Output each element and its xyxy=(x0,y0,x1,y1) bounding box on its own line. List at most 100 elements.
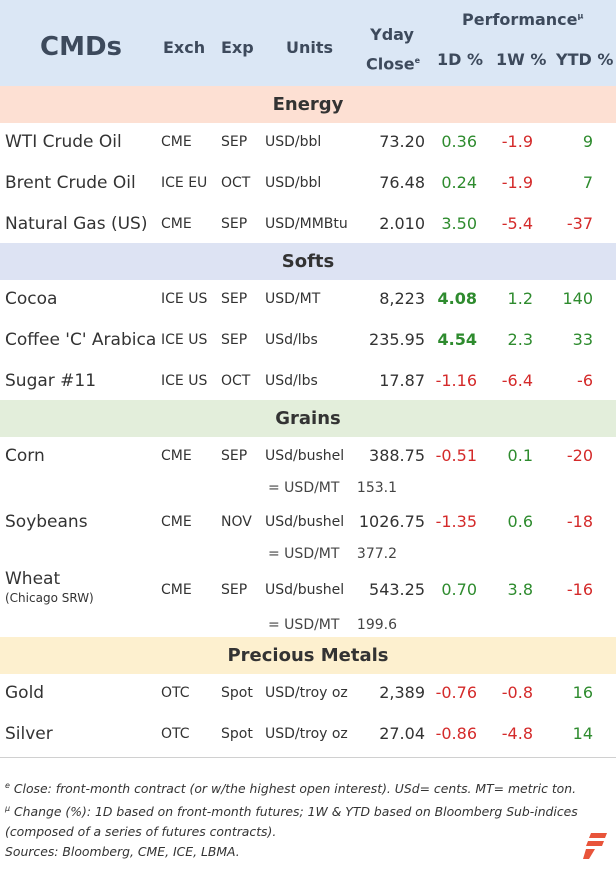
header-exch: Exch xyxy=(163,38,206,57)
row-name: Brent Crude Oil xyxy=(5,173,136,193)
row-exp: NOV xyxy=(221,514,252,530)
row-exp: Spot xyxy=(221,726,253,742)
row-1d: -0.86 xyxy=(435,724,477,743)
row-units: USD/troy oz xyxy=(265,685,348,701)
table-row-coffee: Coffee 'C' Arabica ICE US SEP USd/lbs 23… xyxy=(0,320,616,360)
row-units: USD/MMBtu xyxy=(265,216,348,232)
row-1w: -0.8 xyxy=(501,683,533,702)
row-1d: 0.36 xyxy=(441,132,477,151)
table-row-sugar: Sugar #11 ICE US OCT USd/lbs 17.87 -1.16… xyxy=(0,361,616,401)
section-energy: Energy xyxy=(0,86,616,123)
row-ytd: -16 xyxy=(566,580,593,599)
row-name: Corn xyxy=(5,446,45,466)
row-exch: OTC xyxy=(161,685,190,701)
row-1d: -0.76 xyxy=(435,683,477,702)
row-name-wheat: Wheat (Chicago SRW) xyxy=(5,570,94,607)
conversion-label: = USD/MT xyxy=(268,546,340,562)
row-exch: ICE US xyxy=(161,373,208,389)
row-name-sub: (Chicago SRW) xyxy=(5,591,94,605)
row-1w: 3.8 xyxy=(507,580,533,599)
header-ytd: YTD % xyxy=(556,50,614,69)
header-yday-line1: Yday xyxy=(370,25,414,44)
row-1w: -5.4 xyxy=(501,214,533,233)
conversion-row-corn: = USD/MT 153.1 xyxy=(0,474,616,502)
row-yday: 1026.75 xyxy=(358,512,425,531)
header-yday-mark: e xyxy=(414,56,421,65)
row-1w: -1.9 xyxy=(501,173,533,192)
footnote-close: e Close: front-month contract (or w/the … xyxy=(5,776,605,799)
footnote-close-text: Close: front-month contract (or w/the hi… xyxy=(9,781,577,797)
row-1d: -1.16 xyxy=(435,371,477,390)
row-exch: ICE EU xyxy=(161,175,208,191)
conversion-value: 199.6 xyxy=(356,617,397,633)
section-precious-metals: Precious Metals xyxy=(0,637,616,674)
table-row-silver: Silver OTC Spot USD/troy oz 27.04 -0.86 … xyxy=(0,714,616,754)
row-1w: -4.8 xyxy=(501,724,533,743)
row-exp: SEP xyxy=(221,216,248,232)
header-exp: Exp xyxy=(221,38,254,57)
row-exp: SEP xyxy=(221,332,248,348)
row-name: Cocoa xyxy=(5,289,58,309)
row-exch: CME xyxy=(161,134,192,150)
row-yday: 2.010 xyxy=(379,214,425,233)
table-row-brent: Brent Crude Oil ICE EU OCT USD/bbl 76.48… xyxy=(0,163,616,203)
row-name: Gold xyxy=(5,683,45,703)
row-ytd: 140 xyxy=(562,289,593,308)
header-units: Units xyxy=(286,38,334,57)
footer-divider xyxy=(0,757,616,758)
row-ytd: -37 xyxy=(566,214,593,233)
header-performance-mark: µ xyxy=(577,11,584,21)
footnote-change-mark: µ xyxy=(5,804,11,814)
row-1d: -0.51 xyxy=(435,446,477,465)
footnote-close-mark: e xyxy=(5,781,10,790)
row-exch: ICE US xyxy=(161,291,208,307)
row-units: USD/MT xyxy=(265,291,321,307)
header-1d: 1D % xyxy=(437,50,484,69)
row-yday: 388.75 xyxy=(369,446,425,465)
footnote-sources: Sources: Bloomberg, CME, ICE, LBMA. xyxy=(5,844,240,860)
header-1w: 1W % xyxy=(496,50,547,69)
header-yday-line2: Close xyxy=(366,54,415,74)
row-exch: CME xyxy=(161,448,192,464)
row-units: USd/bushel xyxy=(265,582,345,598)
row-units: USd/bushel xyxy=(265,448,345,464)
row-exp: OCT xyxy=(221,373,251,389)
row-1d: 0.70 xyxy=(441,580,477,599)
row-ytd: 16 xyxy=(572,683,593,702)
row-ytd: 9 xyxy=(582,132,593,151)
row-name: Soybeans xyxy=(5,512,88,532)
footnote-change: µ Change (%): 1D based on front-month fu… xyxy=(5,799,605,842)
row-units: USD/bbl xyxy=(265,175,322,191)
row-exch: CME xyxy=(161,582,192,598)
row-1w: 0.6 xyxy=(507,512,533,531)
row-units: USd/lbs xyxy=(265,332,318,348)
row-yday: 8,223 xyxy=(379,289,425,308)
row-yday: 27.04 xyxy=(379,724,425,743)
row-exp: Spot xyxy=(221,685,253,701)
header-performance-label: Performance xyxy=(462,10,578,29)
table-row-natgas: Natural Gas (US) CME SEP USD/MMBtu 2.010… xyxy=(0,204,616,244)
row-exp: OCT xyxy=(221,175,251,191)
row-ytd: 14 xyxy=(572,724,593,743)
row-1w: 1.2 xyxy=(507,289,533,308)
row-name: WTI Crude Oil xyxy=(5,132,122,152)
row-yday: 17.87 xyxy=(379,371,425,390)
table-row-corn: Corn CME SEP USd/bushel 388.75 -0.51 0.1… xyxy=(0,436,616,476)
header-yday-close: Yday Closee xyxy=(366,22,421,77)
row-yday: 76.48 xyxy=(379,173,425,192)
table-row-wti: WTI Crude Oil CME SEP USD/bbl 73.20 0.36… xyxy=(0,122,616,162)
row-name: Wheat xyxy=(5,569,61,589)
table-row-gold: Gold OTC Spot USD/troy oz 2,389 -0.76 -0… xyxy=(0,673,616,713)
row-1w: -6.4 xyxy=(501,371,533,390)
row-name: Silver xyxy=(5,724,53,744)
row-1d: 3.50 xyxy=(441,214,477,233)
table-header: CMDs Exch Exp Units Yday Closee Performa… xyxy=(0,0,616,86)
conversion-value: 153.1 xyxy=(356,480,397,496)
brand-logo-icon xyxy=(583,833,607,859)
row-yday: 73.20 xyxy=(379,132,425,151)
header-performance: Performanceµ xyxy=(462,10,583,29)
row-exp: SEP xyxy=(221,134,248,150)
row-ytd: -20 xyxy=(566,446,593,465)
row-yday: 2,389 xyxy=(379,683,425,702)
row-1d: 0.24 xyxy=(441,173,477,192)
